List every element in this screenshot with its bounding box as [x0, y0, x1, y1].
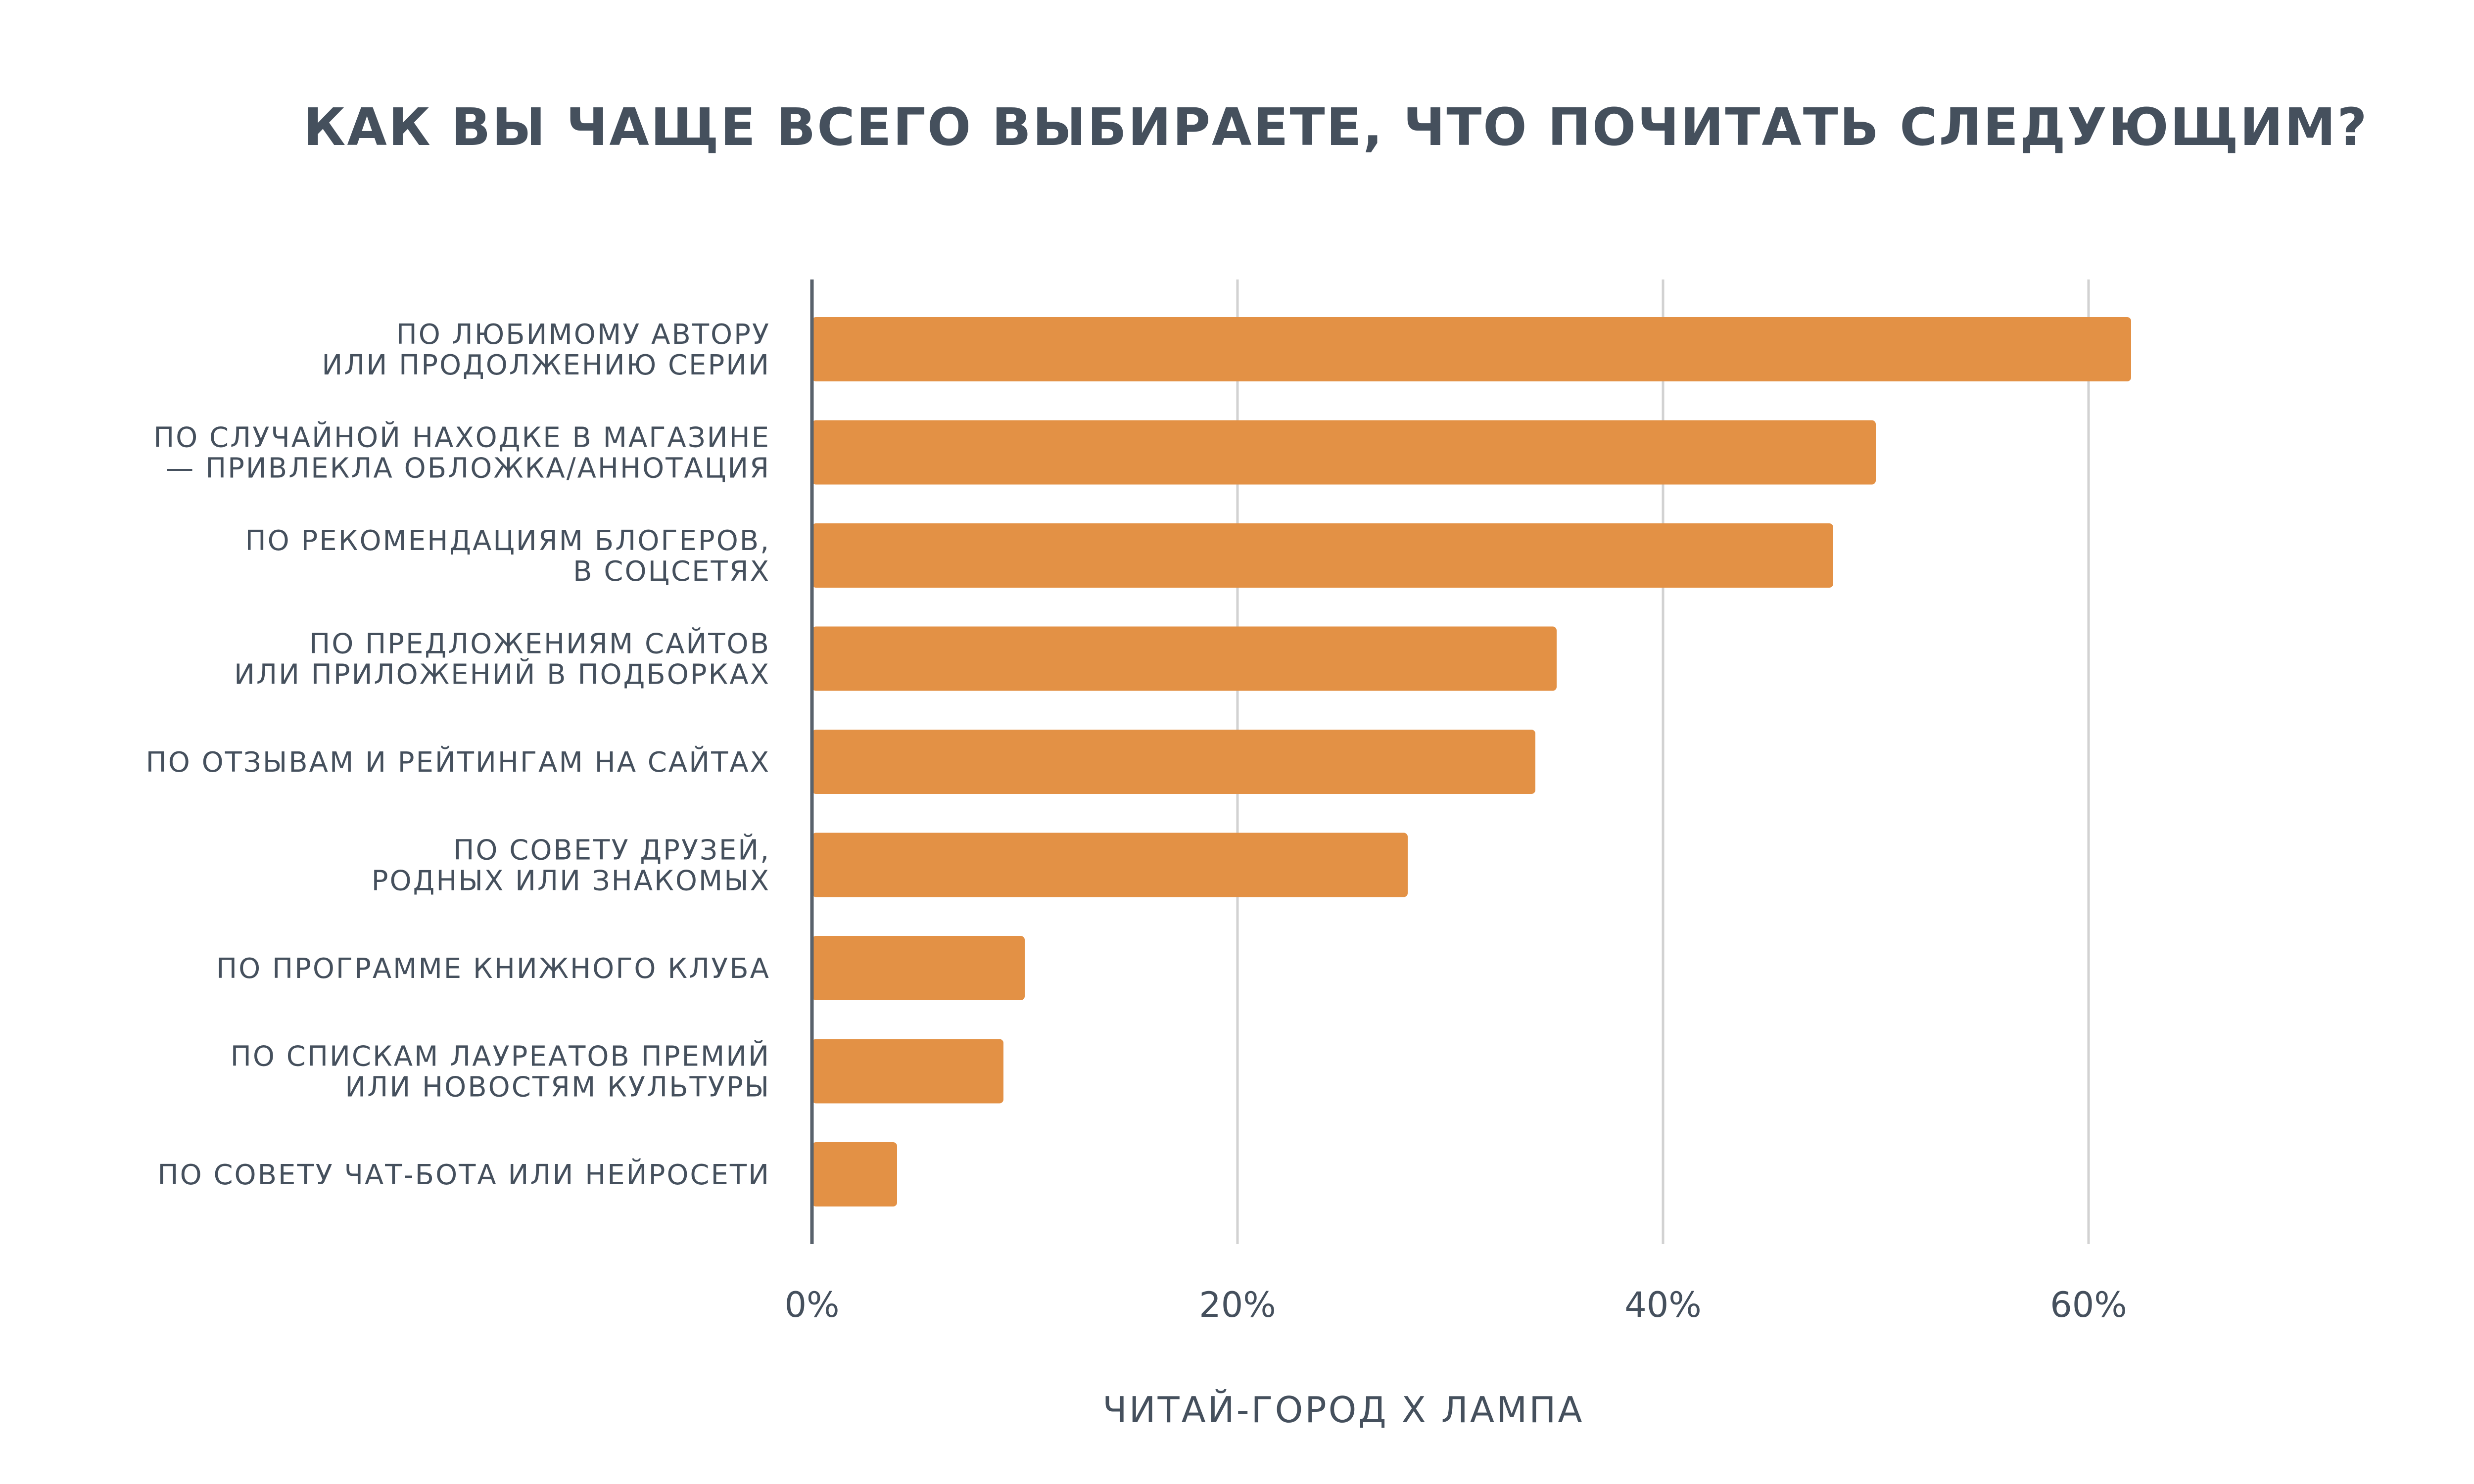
bar: [812, 833, 1408, 897]
x-tick-label: 60%: [2050, 1285, 2127, 1325]
category-label: ПО ЛЮБИМОМУ АВТОРУ ИЛИ ПРОДОЛЖЕНИЮ СЕРИИ: [322, 319, 770, 381]
x-tick-label: 40%: [1624, 1285, 1702, 1325]
x-tick-label: 20%: [1199, 1285, 1276, 1325]
bar: [812, 523, 1833, 588]
bar: [812, 420, 1876, 485]
chart-source: ЧИТАЙ-ГОРОД Х ЛАМПА: [1102, 1389, 1584, 1431]
category-label: ПО СЛУЧАЙНОЙ НАХОДКЕ В МАГАЗИНЕ — ПРИВЛЕК…: [153, 421, 770, 485]
category-label: ПО ПРОГРАММЕ КНИЖНОГО КЛУБА: [216, 953, 770, 985]
category-labels: ПО ЛЮБИМОМУ АВТОРУ ИЛИ ПРОДОЛЖЕНИЮ СЕРИИ П…: [146, 319, 770, 1191]
category-label: ПО СОВЕТУ ДРУЗЕЙ, РОДНЫХ ИЛИ ЗНАКОМЫХ: [372, 834, 770, 897]
category-label: ПО СОВЕТУ ЧАТ-БОТА ИЛИ НЕЙРОСЕТИ: [157, 1159, 770, 1191]
bar: [812, 317, 2131, 381]
category-label: ПО ПРЕДЛОЖЕНИЯМ САЙТОВ ИЛИ ПРИЛОЖЕНИЙ В П…: [234, 628, 770, 691]
category-label: ПО РЕКОМЕНДАЦИЯМ БЛОГЕРОВ, В СОЦСЕТЯХ: [245, 525, 770, 588]
x-tick-label: 0%: [784, 1285, 839, 1325]
chart-title: КАК ВЫ ЧАЩЕ ВСЕГО ВЫБИРАЕТЕ, ЧТО ПОЧИТАТ…: [303, 97, 2368, 157]
bars: [812, 317, 2131, 1206]
bar: [812, 626, 1557, 691]
category-label: ПО СПИСКАМ ЛАУРЕАТОВ ПРЕМИЙ ИЛИ НОВОСТЯМ …: [231, 1040, 770, 1104]
category-label: ПО ОТЗЫВАМ И РЕЙТИНГАМ НА САЙТАХ: [146, 746, 770, 779]
bar: [812, 730, 1535, 794]
bar: [812, 1142, 897, 1206]
x-tick-labels: 0%20%40%60%80%: [784, 1285, 2127, 1325]
bar: [812, 1039, 1003, 1104]
bar: [812, 936, 1025, 1000]
